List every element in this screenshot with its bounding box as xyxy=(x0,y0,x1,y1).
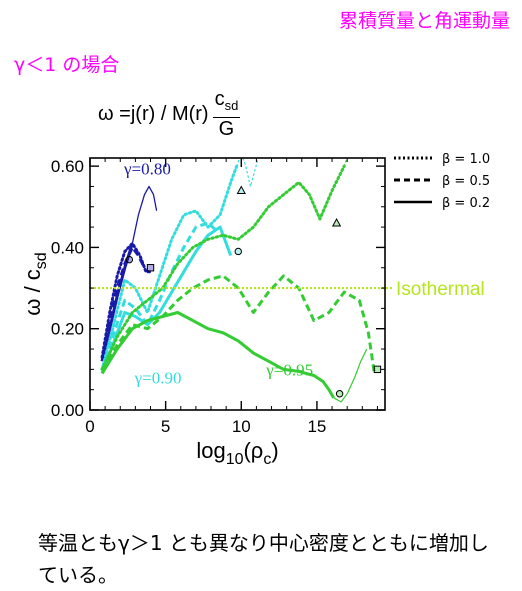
series-line-12 xyxy=(333,348,368,403)
marker-circle-5 xyxy=(335,390,344,398)
x-axis-label: log10(ρc) xyxy=(196,438,278,468)
series-line-2 xyxy=(100,242,134,362)
marker-circle-3 xyxy=(234,247,242,256)
marker-square-1 xyxy=(146,264,155,272)
series-line-6 xyxy=(100,221,219,370)
group-label-2: γ=0.95 xyxy=(265,360,313,379)
x-tick-label-2: 10 xyxy=(232,417,251,436)
y-tick-label-2: 0.40 xyxy=(51,238,84,257)
x-tick-label-0: 0 xyxy=(85,417,94,436)
series-line-4 xyxy=(100,164,239,371)
series-line-0 xyxy=(100,241,154,359)
legend-label-0: β = 1.0 xyxy=(442,152,490,167)
series-line-7 xyxy=(100,225,233,374)
legend-label-2: β = 0.2 xyxy=(442,196,490,211)
series-line-5 xyxy=(236,158,259,188)
slide-subtitle: γ＜1 の場合 xyxy=(14,54,120,76)
slide-title: 累積質量と角運動量 xyxy=(338,10,510,32)
formula-denominator: G xyxy=(218,118,235,140)
series-line-8 xyxy=(100,164,346,371)
marker-triangle-2 xyxy=(236,185,246,195)
series-line-10 xyxy=(100,274,376,374)
isothermal-label: Isothermal xyxy=(396,279,485,300)
formula-numerator: csd xyxy=(212,88,241,118)
formula-numerator-sub: sd xyxy=(224,98,239,113)
legend-label-1: β = 0.5 xyxy=(442,174,490,189)
x-tick-label-3: 15 xyxy=(307,417,326,436)
series-line-11 xyxy=(100,311,335,399)
group-label-0: γ=0.80 xyxy=(123,159,171,178)
caption-text: 等温ともγ＞1 とも異なり中心密度とともに増加している。 xyxy=(38,531,489,587)
marker-square-6 xyxy=(373,365,382,374)
marker-circle-0 xyxy=(125,255,134,264)
marker-triangle-4 xyxy=(331,217,342,227)
plot-area xyxy=(100,158,376,403)
formula-numerator-c: c xyxy=(214,88,225,110)
x-tick-label-1: 5 xyxy=(161,417,170,436)
y-axis-label: ω / csd xyxy=(20,252,50,315)
y-tick-label-0: 0.00 xyxy=(51,401,84,420)
axes-frame xyxy=(89,157,386,411)
group-label-1: γ=0.90 xyxy=(134,369,182,388)
omega-chart: Isothermal 0 5 10 15 0.00 0.20 0.40 0.60 log10(ρc… xyxy=(20,152,490,468)
y-tick-label-3: 0.60 xyxy=(51,157,84,176)
omega-formula: ω = j(r) / M(r) csd G xyxy=(98,88,241,140)
series-line-3 xyxy=(131,185,158,244)
formula-lhs: ω = xyxy=(98,102,131,125)
formula-fraction: csd G xyxy=(212,88,241,140)
formula-middle: j(r) / M(r) xyxy=(130,102,209,125)
y-tick-label-1: 0.20 xyxy=(51,320,84,339)
